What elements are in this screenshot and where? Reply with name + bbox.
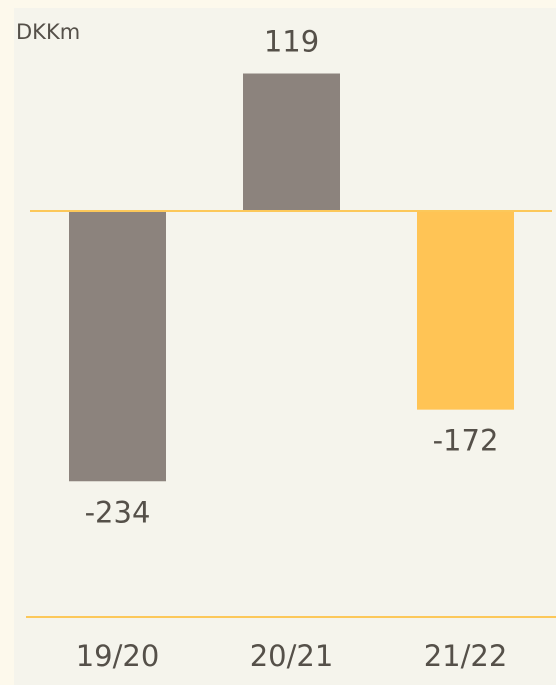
- x-tick-label: 21/22: [424, 639, 508, 673]
- axis-label: DKKm: [16, 20, 80, 44]
- bar: [243, 73, 340, 211]
- value-label: -172: [433, 424, 499, 458]
- value-label: 119: [264, 25, 319, 59]
- bar: [69, 210, 166, 482]
- x-tick-label: 20/21: [250, 639, 334, 673]
- bar: [417, 210, 514, 410]
- x-tick-label: 19/20: [76, 639, 160, 673]
- value-label: -234: [85, 495, 151, 529]
